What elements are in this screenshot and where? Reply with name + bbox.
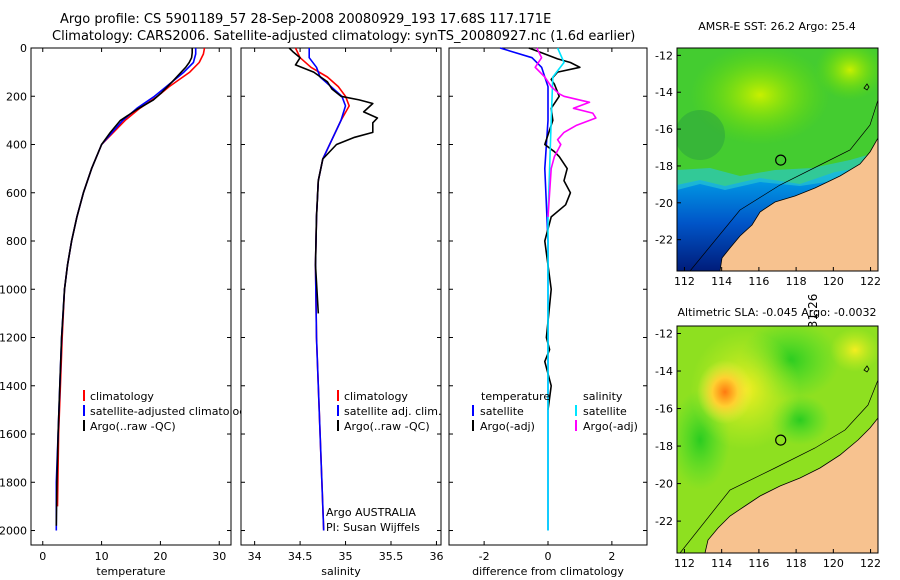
sla-land (704, 417, 878, 553)
sst-cool-patch (677, 110, 725, 160)
map-xtick-label: 118 (786, 275, 807, 288)
map-ytick-label: -16 (655, 123, 673, 136)
temperature-legend-entry: satellite-adjusted climatology (90, 405, 253, 418)
depth-tick-label: 800 (6, 235, 27, 248)
difference-legend-entry: satellite (480, 405, 524, 418)
difference-legend-entry: satellite (583, 405, 627, 418)
sla-isobath (679, 379, 878, 553)
salinity-series-line (308, 48, 347, 531)
sla-float-marker (775, 434, 787, 446)
map-xtick-label: 116 (748, 557, 769, 570)
argo-agency-label: Argo AUSTRALIA (326, 506, 416, 519)
sst-island (863, 83, 870, 91)
map-ytick-label: -12 (655, 49, 673, 62)
temperature-xtick-label: 20 (153, 550, 167, 563)
temperature-legend-entry: climatology (90, 390, 154, 403)
depth-tick-label: 1800 (0, 476, 27, 489)
map-ytick-label: -16 (655, 403, 673, 416)
sla-map: Altimetric SLA: -0.045 Argo: -0.0032 112… (655, 306, 881, 570)
map-ytick-label: -20 (655, 197, 673, 210)
sla-map-title: Altimetric SLA: -0.045 Argo: -0.0032 (678, 306, 877, 319)
sla-map-axes: 112 114 116 118 120 122 -12 -14 -16 -18 -20 -22 (655, 328, 881, 570)
map-xtick-label: 120 (823, 275, 844, 288)
map-xtick-label: 118 (786, 557, 807, 570)
difference-panel: -2 0 2 difference from climatology temperatu… (448, 47, 648, 578)
depth-tick-label: 1600 (0, 428, 27, 441)
map-xtick-label: 116 (748, 275, 769, 288)
temperature-xtick-label: 10 (95, 550, 109, 563)
salinity-xtick-label: 35.5 (379, 550, 404, 563)
salinity-xlabel: salinity (321, 565, 361, 578)
figure-subtitle: Climatology: CARS2006. Satellite-adjuste… (52, 29, 636, 44)
sla-peak (697, 360, 753, 424)
temperature-frame (30, 47, 232, 546)
salinity-frame (240, 47, 442, 546)
sst-map: AMSR-E SST: 26.2 Argo: 25.4 112 114 116 118… (655, 20, 881, 288)
temperature-legend-entry: Argo(..raw -QC) (90, 420, 176, 433)
depth-tick-label: 400 (6, 139, 27, 152)
temperature-xtick-label: 30 (212, 550, 226, 563)
temperature-panel: 0 10 20 30 0 200 400 600 800 1000 1200 1400 1600 1800… (0, 42, 253, 578)
sst-warm-patch (815, 48, 878, 100)
sst-warm-patch (690, 48, 830, 145)
temperature-series-line (55, 48, 193, 526)
sla-map-frame (676, 325, 879, 554)
difference-xtick-label: -2 (479, 550, 490, 563)
map-ytick-label: -20 (655, 478, 673, 491)
depth-tick-label: 2000 (0, 525, 27, 538)
difference-series-line (547, 47, 565, 531)
map-xtick-label: 112 (674, 557, 695, 570)
depth-tick-label: 600 (6, 187, 27, 200)
sst-map-title: AMSR-E SST: 26.2 Argo: 25.4 (698, 20, 856, 33)
map-xtick-label: 112 (674, 275, 695, 288)
map-xtick-label: 122 (860, 557, 881, 570)
sst-front (677, 152, 878, 190)
difference-xlabel: difference from climatology (472, 565, 624, 578)
map-ytick-label: -18 (655, 160, 673, 173)
map-ytick-label: -18 (655, 440, 673, 453)
map-xtick-label: 114 (711, 557, 732, 570)
pi-label: PI: Susan Wijffels (326, 521, 420, 534)
salinity-xtick-label: 35 (339, 550, 353, 563)
depth-tick-label: 1200 (0, 332, 27, 345)
temperature-xtick-label: 0 (39, 550, 46, 563)
sst-isobath (689, 99, 878, 271)
sst-map-frame (676, 47, 879, 272)
difference-legend-entry: Argo(-adj) (480, 420, 535, 433)
map-ytick-label: -22 (655, 515, 673, 528)
difference-legend-entry: Argo(-adj) (583, 420, 638, 433)
difference-legend-header: salinity (583, 390, 623, 403)
sst-map-axes: 112 114 116 118 120 122 -12 -14 -16 -18 -20 -22 (655, 49, 881, 288)
sla-high-patch (830, 328, 878, 372)
sst-float-marker (775, 154, 787, 166)
map-ytick-label: -14 (655, 365, 673, 378)
salinity-legend-entry: Argo(..raw -QC) (344, 420, 430, 433)
depth-tick-label: 200 (6, 90, 27, 103)
sla-island (863, 365, 870, 373)
salinity-xtick-label: 36 (429, 550, 443, 563)
map-ytick-label: -14 (655, 86, 673, 99)
salinity-panel: 34 34.5 35 35.5 36 salinity climatology satelli… (240, 47, 443, 578)
map-xtick-label: 120 (823, 557, 844, 570)
depth-tick-label: 1400 (0, 380, 27, 393)
salinity-legend-entry: satellite adj. clim. (344, 405, 441, 418)
map-xtick-label: 114 (711, 275, 732, 288)
map-xtick-label: 122 (860, 275, 881, 288)
difference-xtick-label: 2 (608, 550, 615, 563)
difference-legend-header: temperature (481, 390, 550, 403)
map-ytick-label: -22 (655, 234, 673, 247)
salinity-series-line (288, 47, 379, 314)
depth-tick-label: 1000 (0, 283, 27, 296)
figure-title: Argo profile: CS 5901189_57 28-Sep-2008 … (60, 12, 552, 27)
difference-xtick-label: 0 (545, 550, 552, 563)
sst-land (719, 137, 878, 271)
map-ytick-label: -12 (655, 328, 673, 341)
temperature-xlabel: temperature (96, 565, 165, 578)
depth-tick-label: 0 (20, 42, 27, 55)
difference-series-line (534, 47, 597, 217)
salinity-xtick-label: 34 (248, 550, 262, 563)
salinity-xtick-label: 34.5 (288, 550, 313, 563)
salinity-legend-entry: climatology (344, 390, 408, 403)
